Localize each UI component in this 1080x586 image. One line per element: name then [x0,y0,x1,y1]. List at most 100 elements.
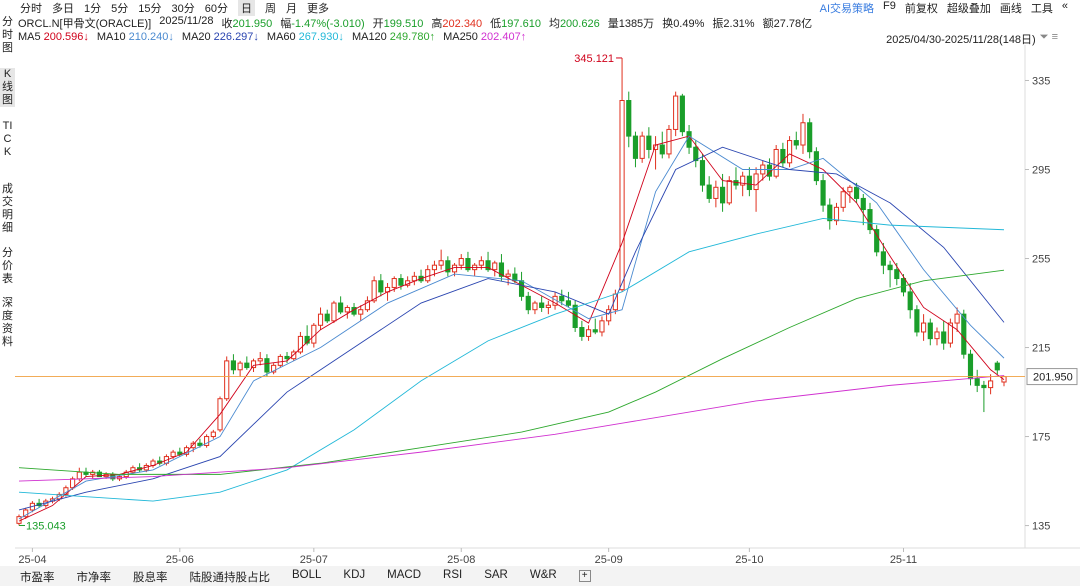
tool-button[interactable]: 超级叠加 [946,3,991,15]
candle-body [525,295,531,311]
quote-bar: ORCL.N[甲骨文(ORACLE)] 2025/11/28 收201.950 幅-1… [18,15,812,31]
candle-body [719,186,726,204]
indicator-tab[interactable]: MACD [387,569,422,581]
candle-body [793,140,799,146]
tool-button[interactable]: AI交易策略 [819,3,875,15]
add-tab[interactable]: + [578,570,591,582]
indicator-tab[interactable]: BOLL [292,569,322,581]
low-label: 135.043 [26,520,66,532]
period-tab[interactable]: 月 [286,3,297,15]
candle-body [827,204,833,222]
collapse-icon[interactable]: « [1061,0,1068,12]
indicator-tab[interactable]: 市盈率 [20,572,55,584]
candle-body [961,313,967,355]
candle-body [518,280,525,297]
candle-body [277,355,283,366]
candle-body [941,331,947,344]
tool-button[interactable]: F9 [883,0,896,12]
period-tab[interactable]: 周 [265,3,276,15]
quote-item: 振2.31% [712,15,754,31]
candle-body [559,295,565,302]
period-tab[interactable]: 15分 [138,3,162,15]
quote-label: 均 [548,18,560,30]
indicator-tab[interactable]: 陆股通持股占比 [189,572,271,584]
indicator-tab[interactable]: 股息率 [133,572,168,584]
candle-body [686,131,692,148]
quote-label: 开 [372,18,384,30]
ma-line [18,146,1005,511]
ma-item: MA10 210.240↓ [97,31,174,43]
period-tab[interactable]: 30分 [171,3,195,15]
candle-body [257,358,263,362]
candle-body [364,300,371,311]
candle-body [585,329,592,337]
candle-body [244,362,250,369]
ma-value: 210.240↓ [128,31,174,43]
candle-body [539,302,545,308]
side-tab[interactable]: TICK [2,120,13,158]
period-tab[interactable]: 60分 [204,3,228,15]
candle-body [780,148,786,164]
indicator-tab[interactable]: W&R [529,569,557,581]
candle-body [485,260,491,271]
x-tick-label: 25-04 [18,554,46,566]
candle-body [632,135,639,159]
candle-body [659,144,665,155]
candle-body [23,509,29,518]
candle-body [726,180,732,204]
quote-label: 量 [607,18,619,30]
indicator-tab[interactable]: KDJ [343,569,366,581]
period-tab[interactable]: 1分 [84,3,102,15]
candle-body [398,278,404,286]
side-tab[interactable]: 成交明细 [2,183,13,234]
candle-body [190,442,196,449]
candle-body [921,322,927,333]
candle-body [840,191,846,208]
quote-item: 高202.340 [431,15,482,31]
range[interactable]: 2025/04/30-2025/11/28(148日) ⏷ ≡ [886,31,1058,47]
tool-button[interactable]: 前复权 [904,3,938,15]
candle-body [974,378,980,386]
candle-body [927,322,933,340]
candle-body [994,362,1000,371]
quote-value: 201.950 [232,18,273,30]
ma-name: MA120 [351,31,387,43]
candle-body [445,260,451,273]
y-tick-label: 175 [1032,432,1050,444]
ma-value: 267.930↓ [298,31,344,43]
quote-value: 1385万 [618,18,655,30]
period-tab[interactable]: 更多 [307,3,329,15]
candle-body [679,95,685,133]
side-tab[interactable]: 分时图 [2,16,13,54]
candle-body [820,180,826,206]
period-tab[interactable]: 日 [238,0,255,16]
candle-body [565,300,572,306]
period-tab[interactable]: 多日 [52,3,74,15]
candle-body [860,197,866,211]
period-tab[interactable]: 5分 [111,3,129,15]
tool-button[interactable]: 工具 [1030,3,1053,15]
quote-value: 197.610 [501,18,541,30]
ma-value: 249.780↑ [389,31,436,43]
range-text: 2025/04/30-2025/11/28(148日) [886,34,1036,46]
candle-body [753,173,759,191]
quote-item: 开199.510 [373,15,424,31]
quote-label: 幅 [280,18,292,30]
indicator-tab[interactable]: SAR [484,569,508,581]
quote-value: 199.510 [383,18,424,30]
side-tab[interactable]: K线图 [0,68,15,107]
candle-body [512,273,518,282]
side-tab[interactable]: 分价表 [2,247,13,285]
candle-body [338,302,344,313]
ma-line [18,375,1005,482]
period-tab[interactable]: 分时 [20,3,42,15]
tool-button[interactable]: 画线 [999,3,1022,15]
side-tab[interactable]: 深度资料 [2,297,13,348]
candle-body [807,122,813,153]
quote-item: ORCL.N[甲骨文(ORACLE)] [18,15,151,31]
indicator-tab[interactable]: 市净率 [76,572,112,584]
ma-item: MA20 226.297↓ [182,31,259,43]
indicator-tab[interactable]: RSI [443,569,463,581]
ma-value: 226.297↓ [213,31,259,43]
